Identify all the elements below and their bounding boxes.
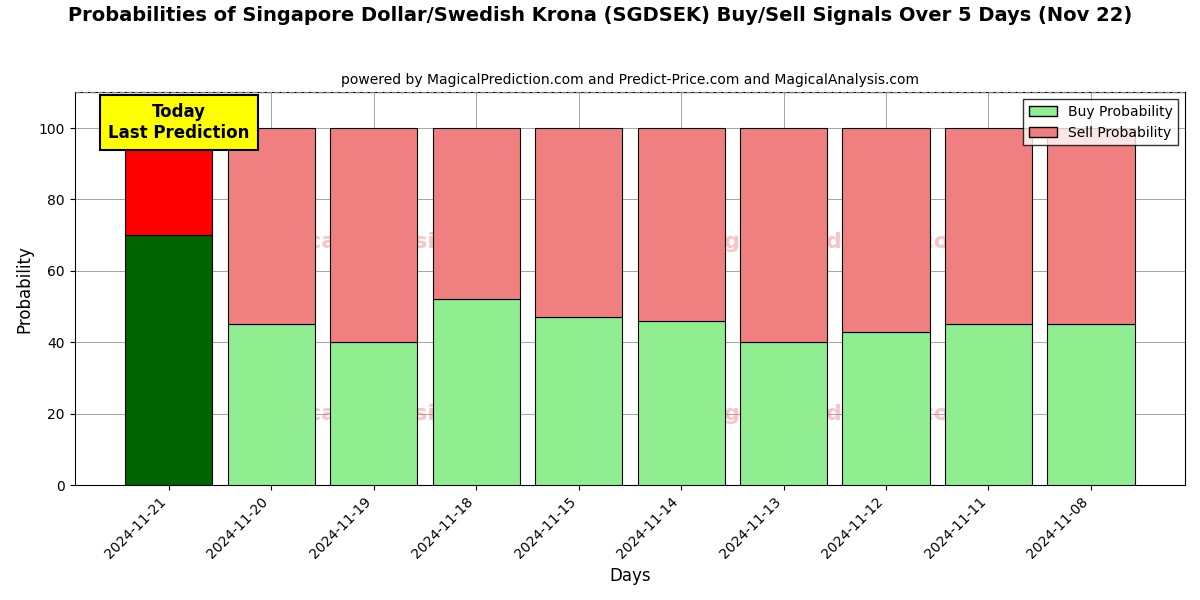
Text: calAnalysis.com: calAnalysis.com: [307, 404, 508, 424]
Bar: [535, 317, 622, 485]
Bar: [1048, 128, 1134, 325]
Bar: [637, 321, 725, 485]
Text: calAnalysis.com: calAnalysis.com: [307, 232, 508, 251]
Bar: [740, 128, 827, 342]
Text: Probabilities of Singapore Dollar/Swedish Krona (SGDSEK) Buy/Sell Signals Over 5: Probabilities of Singapore Dollar/Swedis…: [68, 6, 1132, 25]
Text: Today
Last Prediction: Today Last Prediction: [108, 103, 250, 142]
Bar: [125, 128, 212, 235]
Text: MagicalPrediction.com: MagicalPrediction.com: [688, 404, 972, 424]
Bar: [535, 128, 622, 317]
Bar: [842, 332, 930, 485]
Bar: [432, 128, 520, 299]
Bar: [330, 342, 418, 485]
Bar: [228, 128, 314, 325]
Legend: Buy Probability, Sell Probability: Buy Probability, Sell Probability: [1024, 99, 1178, 145]
Bar: [330, 128, 418, 342]
Bar: [740, 342, 827, 485]
Bar: [1048, 325, 1134, 485]
Bar: [125, 235, 212, 485]
Title: powered by MagicalPrediction.com and Predict-Price.com and MagicalAnalysis.com: powered by MagicalPrediction.com and Pre…: [341, 73, 919, 87]
X-axis label: Days: Days: [610, 567, 650, 585]
Bar: [637, 128, 725, 321]
Bar: [432, 299, 520, 485]
Bar: [842, 128, 930, 332]
Bar: [228, 325, 314, 485]
Y-axis label: Probability: Probability: [16, 245, 34, 332]
Bar: [944, 325, 1032, 485]
Bar: [944, 128, 1032, 325]
Text: MagicalPrediction.com: MagicalPrediction.com: [688, 232, 972, 251]
